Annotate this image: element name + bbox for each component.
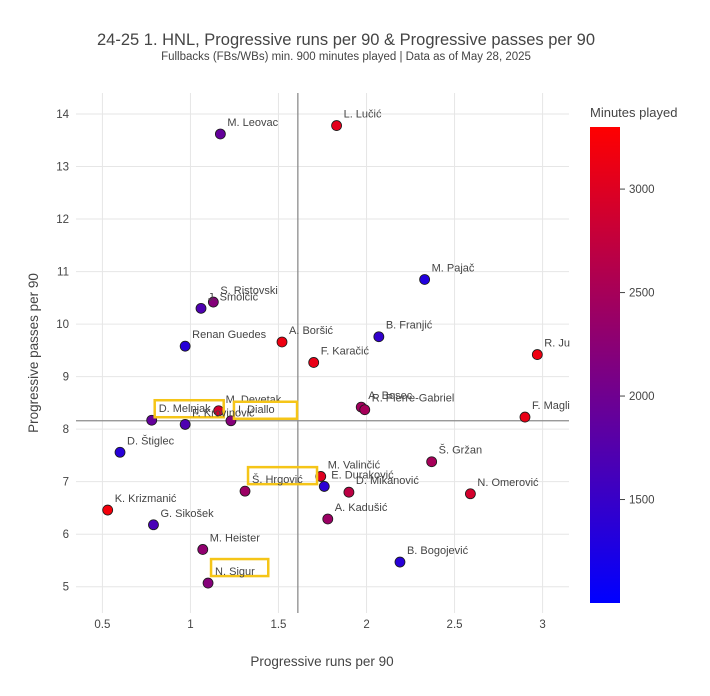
point-j-smolcic[interactable] (195, 302, 207, 314)
point-label: D. Štiglec (127, 434, 175, 447)
data-points (102, 120, 543, 589)
point-label: Renan Guedes (192, 329, 266, 341)
x-tick-label: 1 (187, 619, 193, 631)
point-label: B. Bogojević (407, 545, 469, 557)
highlight-box (232, 400, 299, 421)
point-m-heister[interactable] (197, 544, 209, 555)
point-label: R. Ju (544, 338, 570, 350)
x-axis-ticks: 0.5 1 1.5 2 2.5 3 (94, 619, 545, 631)
x-tick-label: 0.5 (94, 619, 110, 631)
point-label: B. Franjić (386, 320, 433, 332)
point-r-ju[interactable] (531, 349, 543, 360)
point-label: N. Omerović (477, 477, 539, 489)
point-label: D. Mikanović (356, 475, 419, 487)
point-label: A. Kadušić (335, 502, 388, 514)
colorbar (590, 127, 620, 603)
point-label: A. Bosec (368, 390, 413, 402)
point-label: R. Pierre-Gabriel (372, 393, 455, 405)
point-r-pierre-gabriel[interactable] (359, 404, 371, 416)
point-s-grzan[interactable] (426, 456, 438, 468)
point-labels: M. Leovac L. Lučić M. Pajač S. RistovskiJ. … (115, 109, 570, 578)
point-n-sigur[interactable] (202, 577, 214, 589)
colorbar-tick-label: 2500 (629, 288, 655, 300)
point-label: M. Leovac (227, 117, 278, 129)
y-axis-title: Progressive passes per 90 (26, 273, 41, 433)
highlight-box (153, 398, 225, 419)
highlight-box (209, 557, 270, 578)
point-label: K. Krizmanić (115, 493, 177, 505)
point-label: E. Duraković (331, 469, 394, 481)
point-b-franjic[interactable] (373, 331, 385, 343)
point-label: Š. Gržan (439, 444, 482, 457)
point-g-sikosek[interactable] (148, 519, 159, 531)
point-label: A. Boršić (289, 325, 334, 337)
point-label: Š. Hrgović (252, 473, 303, 486)
point-k-krizmanic[interactable] (102, 504, 114, 516)
point-e-durakovic[interactable] (318, 481, 330, 492)
point-label: F. Magli (532, 400, 570, 412)
point-m-leovac[interactable] (214, 128, 226, 140)
point-label: M. Valinčić (328, 459, 381, 471)
point-d-stiglec[interactable] (114, 446, 126, 458)
y-tick-label: 11 (57, 267, 69, 279)
grid (76, 93, 569, 613)
point-d-mikanovic[interactable] (343, 486, 355, 498)
point-label: J. Smolčić (208, 291, 259, 303)
point-s-ristovski[interactable] (207, 296, 219, 308)
y-tick-label: 7 (63, 477, 69, 489)
x-tick-label: 3 (539, 619, 545, 631)
colorbar-title: Minutes played (590, 105, 677, 120)
point-label: M. Heister (210, 532, 260, 544)
y-tick-label: 12 (56, 214, 69, 226)
mean-reference-lines (76, 93, 569, 613)
colorbar-tick-label: 1500 (629, 495, 655, 507)
point-a-borsic[interactable] (276, 336, 288, 348)
x-tick-label: 2 (363, 619, 369, 631)
point-label: L. Lučić (344, 109, 382, 121)
y-tick-label: 14 (56, 109, 69, 121)
point-renan-guedes[interactable] (179, 340, 191, 352)
y-tick-label: 5 (63, 582, 69, 594)
point-label: G. Sikošek (160, 508, 214, 520)
colorbar-ticks: 1500 2000 2500 3000 (620, 184, 655, 507)
colorbar-tick-label: 2000 (629, 391, 655, 403)
point-f-karacic[interactable] (308, 357, 320, 368)
point-f-krovinovic[interactable] (179, 419, 191, 430)
chart-subtitle: Fullbacks (FBs/WBs) min. 900 minutes pla… (161, 51, 531, 63)
point-label: S. Ristovski (220, 285, 277, 297)
point-m-pajac[interactable] (419, 274, 431, 285)
point-label: F. Krovinović (192, 407, 255, 419)
x-tick-label: 2.5 (447, 619, 463, 631)
chart-title: 24-25 1. HNL, Progressive runs per 90 & … (97, 31, 595, 49)
point-f-magli[interactable] (519, 411, 531, 423)
point-n-omerovic[interactable] (464, 488, 476, 500)
y-tick-label: 8 (63, 424, 69, 436)
highlight-box (246, 465, 319, 486)
point-l-lucic[interactable] (331, 120, 342, 131)
point-b-bogojevic[interactable] (394, 556, 406, 568)
x-tick-label: 1.5 (270, 619, 286, 631)
point-a-kadusic[interactable] (322, 513, 334, 525)
y-axis-ticks: 5 6 7 8 9 10 11 12 13 14 (56, 109, 69, 594)
point-label: D. Melnjak (159, 403, 211, 415)
point-label: N. Sigur (215, 566, 255, 578)
point-label: M. Pajač (432, 262, 475, 274)
x-axis-title: Progressive runs per 90 (250, 654, 393, 669)
colorbar-tick-label: 3000 (629, 184, 655, 196)
y-tick-label: 10 (56, 319, 69, 331)
y-tick-label: 13 (56, 162, 69, 174)
y-tick-label: 9 (63, 372, 69, 384)
y-tick-label: 6 (63, 529, 69, 541)
point-label: I. Diallo (238, 404, 275, 416)
point-s-hrgovic[interactable] (239, 485, 251, 497)
point-label: F. Karačić (321, 345, 370, 357)
